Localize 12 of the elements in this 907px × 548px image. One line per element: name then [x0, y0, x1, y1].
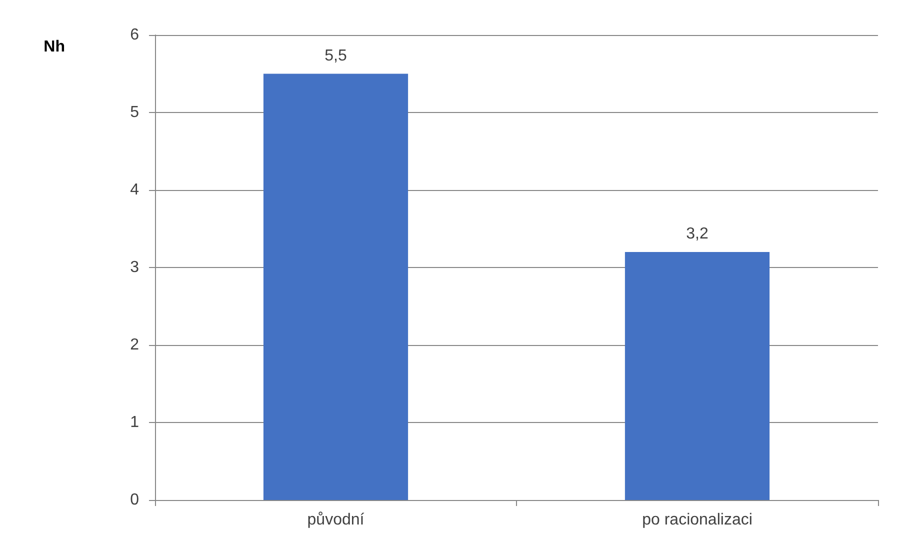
y-tick-label: 3: [130, 259, 140, 276]
y-tick-label: 4: [130, 182, 140, 198]
x-tick-label: původní: [307, 512, 365, 528]
y-tick-label: 1: [130, 414, 140, 431]
y-tick-label: 0: [130, 492, 140, 508]
data-label: 5,5: [324, 47, 347, 64]
y-tick-label: 2: [130, 336, 140, 354]
y-tick-label: 6: [130, 26, 140, 44]
y-axis-title: Nh: [44, 38, 65, 56]
y-tick-label: 5: [130, 104, 140, 121]
x-tick-label: po racionalizaci: [642, 512, 752, 528]
data-label: 3,2: [686, 226, 708, 242]
